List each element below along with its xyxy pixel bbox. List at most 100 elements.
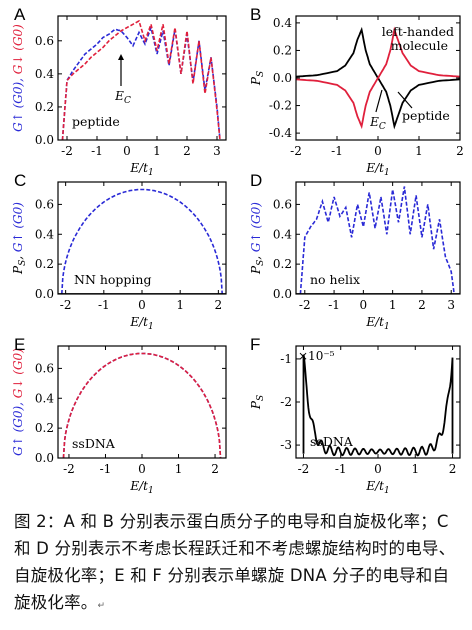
x-tick-label: -2	[61, 144, 73, 158]
x-tick-label: 0	[123, 144, 131, 158]
x-tick-label: -2	[60, 298, 72, 312]
series-g-	[299, 186, 455, 294]
inset-label: ssDNA	[310, 434, 354, 449]
panel-letter: D	[250, 171, 262, 190]
x-tick-label: 0	[138, 298, 146, 312]
y-tick-label: -2	[280, 395, 292, 409]
y-label-rest: ,	[11, 252, 25, 260]
y-axis-label: G↑ (G0), G↓ (G0)	[11, 24, 25, 132]
y-label-g-up: G↑ (G0)	[11, 202, 25, 252]
panel-letter: F	[250, 335, 260, 354]
y-tick-label: 0.6	[35, 34, 54, 48]
ec-arrowhead	[118, 54, 124, 60]
plot-frame	[295, 181, 461, 295]
series-g-	[61, 188, 223, 294]
x-label-sub: 1	[148, 322, 154, 332]
y-label-g-down: G↓ (G0)	[11, 24, 25, 74]
y-label-sub: S	[18, 260, 28, 266]
series-left-handed-molecule	[296, 26, 460, 130]
x-tick-label: -2	[290, 144, 302, 158]
y-axis-label: PS, G↑ (G0)	[11, 202, 28, 275]
plot-frame	[57, 15, 227, 141]
label-left-handed: left-handed	[382, 24, 454, 39]
y-tick-label: 0.0	[35, 287, 54, 301]
y-label-g-down: G↓ (G0)	[11, 348, 25, 398]
x-tick-label: 1	[176, 298, 184, 312]
y-axis-label: G↑ (G0), G↓ (G0)	[11, 348, 25, 456]
x-tick-label: 1	[415, 144, 423, 158]
x-axis-label: E/t1	[129, 315, 153, 332]
y-axis-label: PS, G↑ (G0)	[249, 202, 266, 275]
x-label-sub: 1	[384, 486, 390, 496]
label-molecule: molecule	[391, 38, 448, 53]
y-tick-label: 0.4	[35, 391, 54, 405]
inset-label: no helix	[310, 272, 360, 287]
y-tick-label: -0.4	[269, 126, 293, 140]
x-label-sub: 1	[384, 168, 390, 178]
x-tick-label: -2	[299, 298, 311, 312]
y-tick-label: 0.6	[35, 361, 54, 375]
x-tick-label: 2	[183, 144, 191, 158]
ec-label: EC	[369, 115, 386, 132]
figure-panels: -2 -1 0 1 2 30.00.20.40.6E/t1G↑ (G0), G↓ (G0)…	[11, 5, 464, 496]
panel-b: -2 -1 0 1 2-0.4-0.20.00.20.4E/t1PSBpeptidele…	[249, 5, 464, 178]
x-tick-label: -1	[328, 298, 340, 312]
x-tick-label: 0	[138, 462, 146, 476]
x-tick-label: -2	[63, 462, 75, 476]
x-tick-label: -1	[100, 462, 112, 476]
x-tick-label: 1	[153, 144, 161, 158]
y-label-g-up: G↑ (G0)	[249, 202, 263, 252]
ec-sub: C	[379, 122, 386, 132]
x-axis-label: E/t1	[129, 161, 153, 178]
panel-letter: B	[250, 5, 261, 24]
x-axis-label: E/t1	[129, 479, 153, 496]
y-label-sub: S	[256, 71, 266, 77]
ec-label: EC	[114, 89, 131, 106]
x-axis-label: E/t1	[365, 479, 389, 496]
x-tick-label: -1	[91, 144, 103, 158]
x-tick-label: 0	[360, 298, 368, 312]
y-tick-label: 0.2	[35, 100, 54, 114]
scale-label: ×10⁻⁵	[298, 349, 335, 363]
figure-caption: 图 2：A 和 B 分别表示蛋白质分子的电导和自旋极化率；C 和 D 分别表示不…	[14, 508, 460, 620]
y-tick-label: 0.0	[273, 287, 292, 301]
inset-label: peptide	[72, 114, 120, 129]
panel-letter: E	[14, 335, 25, 354]
y-tick-label: 0.4	[35, 67, 54, 81]
y-label-sub: S	[256, 395, 266, 401]
x-label-sub: 1	[148, 168, 154, 178]
series-g-	[61, 19, 221, 140]
y-tick-label: 0.2	[273, 257, 292, 271]
panel-letter: C	[14, 171, 26, 190]
x-tick-label: 1	[389, 298, 397, 312]
y-tick-label: 0.4	[273, 16, 292, 30]
y-tick-label: -3	[280, 438, 292, 452]
y-label-g-up: G↑ (G0),	[11, 398, 25, 456]
y-tick-label: 0.6	[273, 197, 292, 211]
x-tick-label: 0	[374, 462, 382, 476]
y-tick-label: -1	[280, 352, 292, 366]
x-tick-label: 2	[211, 462, 219, 476]
y-label-sub: S	[256, 260, 266, 266]
inset-label: NN hopping	[74, 272, 151, 287]
x-label-sub: 1	[148, 486, 154, 496]
y-tick-label: 0.2	[273, 43, 292, 57]
x-tick-label: 2	[418, 298, 426, 312]
y-tick-label: 0.2	[35, 421, 54, 435]
panel-a: -2 -1 0 1 2 3 0.0 0.2 0.4 0.6 E/t1 G↑ (G0), G↓ (G0)…	[11, 5, 227, 178]
y-label-rest: ,	[249, 252, 263, 260]
x-tick-label: 1	[411, 462, 419, 476]
x-tick-label: 2	[215, 298, 223, 312]
series-p-s	[302, 354, 454, 457]
ec-arrow	[375, 89, 383, 113]
panel-letter: A	[14, 5, 26, 24]
y-axis-label: PS	[249, 395, 266, 410]
x-label-sub: 1	[384, 322, 390, 332]
x-tick-label: 0	[374, 144, 382, 158]
inset-label: peptide	[402, 108, 450, 123]
series-g-	[62, 352, 222, 458]
panel-e: -2 -1 0 1 20.00.20.40.6E/t1G↑ (G0), G↓ (G0)E…	[11, 335, 227, 496]
x-axis-label: E/t1	[365, 315, 389, 332]
